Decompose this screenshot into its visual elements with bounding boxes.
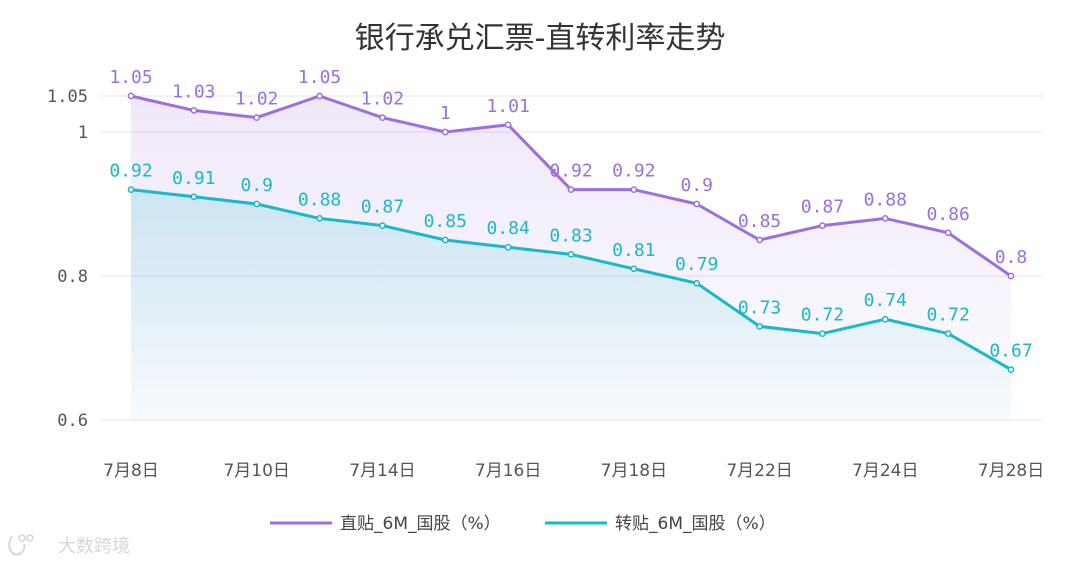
- data-labels: 1.05 1.03 1.02 1.05 1.02 1 1.01 0.92 0.92 0.9 0.85…: [109, 67, 1032, 362]
- data-point: [127, 186, 135, 193]
- watermark-text: 大数跨境: [58, 536, 130, 557]
- data-point: [567, 251, 575, 258]
- data-label: 0.8: [995, 247, 1028, 268]
- data-point: [253, 200, 261, 208]
- x-axis: 7月8日 7月10日 7月14日 7月16日 7月18日 7月22日 7月24日 7月28日: [103, 461, 1044, 481]
- data-point: [944, 330, 952, 337]
- data-point: [881, 215, 889, 222]
- legend-label: 转贴_6M_国股（%）: [615, 514, 776, 534]
- watermark: 大数跨境: [8, 534, 130, 557]
- data-label: 0.9: [680, 175, 713, 196]
- x-tick-label: 7月8日: [103, 461, 159, 481]
- series-area: [131, 189, 1011, 420]
- data-label: 0.92: [109, 161, 152, 182]
- data-label: 1.05: [298, 67, 341, 88]
- x-tick-label: 7月28日: [978, 461, 1044, 481]
- data-point: [1007, 366, 1015, 373]
- data-label: 1.02: [361, 89, 404, 110]
- data-label: 0.72: [801, 305, 844, 326]
- data-label: 0.85: [738, 211, 781, 232]
- y-tick-label: 1.05: [47, 87, 88, 107]
- data-point: [819, 222, 826, 229]
- data-point: [693, 200, 701, 208]
- data-label: 1.03: [172, 81, 215, 102]
- data-label: 0.88: [864, 189, 907, 210]
- x-tick-label: 7月16日: [475, 461, 541, 481]
- data-point: [630, 186, 638, 193]
- data-point: [944, 229, 952, 237]
- data-label: 0.74: [864, 290, 907, 311]
- data-point: [253, 114, 261, 121]
- x-tick-label: 7月14日: [349, 461, 415, 481]
- data-point: [190, 193, 198, 201]
- data-label: 1.01: [486, 96, 529, 117]
- data-label: 0.86: [926, 204, 969, 225]
- data-point: [756, 323, 763, 330]
- areas: [131, 96, 1011, 420]
- data-label: 0.85: [424, 211, 467, 232]
- data-label: 0.84: [486, 218, 529, 239]
- data-point: [316, 92, 323, 100]
- data-point: [379, 222, 386, 229]
- legend-label: 直贴_6M_国股（%）: [340, 514, 501, 534]
- data-label: 0.83: [549, 225, 592, 246]
- data-label: 0.79: [675, 254, 718, 275]
- data-label: 0.92: [549, 161, 592, 182]
- data-point: [504, 121, 512, 129]
- data-point: [504, 243, 512, 251]
- y-axis: 1.05 1 0.8 0.6: [47, 87, 88, 431]
- data-point: [881, 315, 889, 323]
- data-point: [1007, 272, 1015, 280]
- data-label: 0.87: [361, 197, 404, 218]
- data-label: 0.81: [612, 240, 655, 261]
- x-tick-label: 7月18日: [601, 461, 667, 481]
- x-tick-label: 7月22日: [726, 461, 792, 481]
- data-point: [693, 279, 701, 287]
- y-tick-label: 1: [78, 123, 88, 143]
- data-point: [127, 92, 135, 100]
- y-tick-label: 0.6: [57, 411, 88, 431]
- data-label: 0.67: [989, 341, 1032, 362]
- data-point: [379, 114, 386, 121]
- data-label: 0.72: [926, 305, 969, 326]
- points: [127, 92, 1015, 373]
- data-point: [316, 215, 323, 222]
- data-label: 1.02: [235, 89, 278, 110]
- legend[interactable]: 直贴_6M_国股（%） 转贴_6M_国股（%）: [270, 514, 776, 534]
- data-label: 0.87: [801, 197, 844, 218]
- data-label: 0.91: [172, 168, 215, 189]
- y-tick-label: 0.8: [57, 267, 88, 287]
- data-point: [819, 330, 826, 337]
- data-label: 0.73: [738, 297, 781, 318]
- data-point: [630, 265, 638, 273]
- x-tick-label: 7月24日: [852, 461, 918, 481]
- chart-title: 银行承兑汇票-直转利率走势: [355, 21, 726, 56]
- data-point: [441, 236, 449, 244]
- data-point: [756, 236, 763, 244]
- data-label: 0.9: [240, 175, 273, 196]
- data-label: 0.92: [612, 161, 655, 182]
- data-label: 0.88: [298, 189, 341, 210]
- watermark-logo-icon: [8, 534, 34, 556]
- data-label: 1: [440, 103, 451, 124]
- data-point: [441, 128, 449, 136]
- data-point: [567, 186, 575, 193]
- x-tick-label: 7月10日: [223, 461, 289, 481]
- data-point: [190, 107, 198, 114]
- data-label: 1.05: [109, 67, 152, 88]
